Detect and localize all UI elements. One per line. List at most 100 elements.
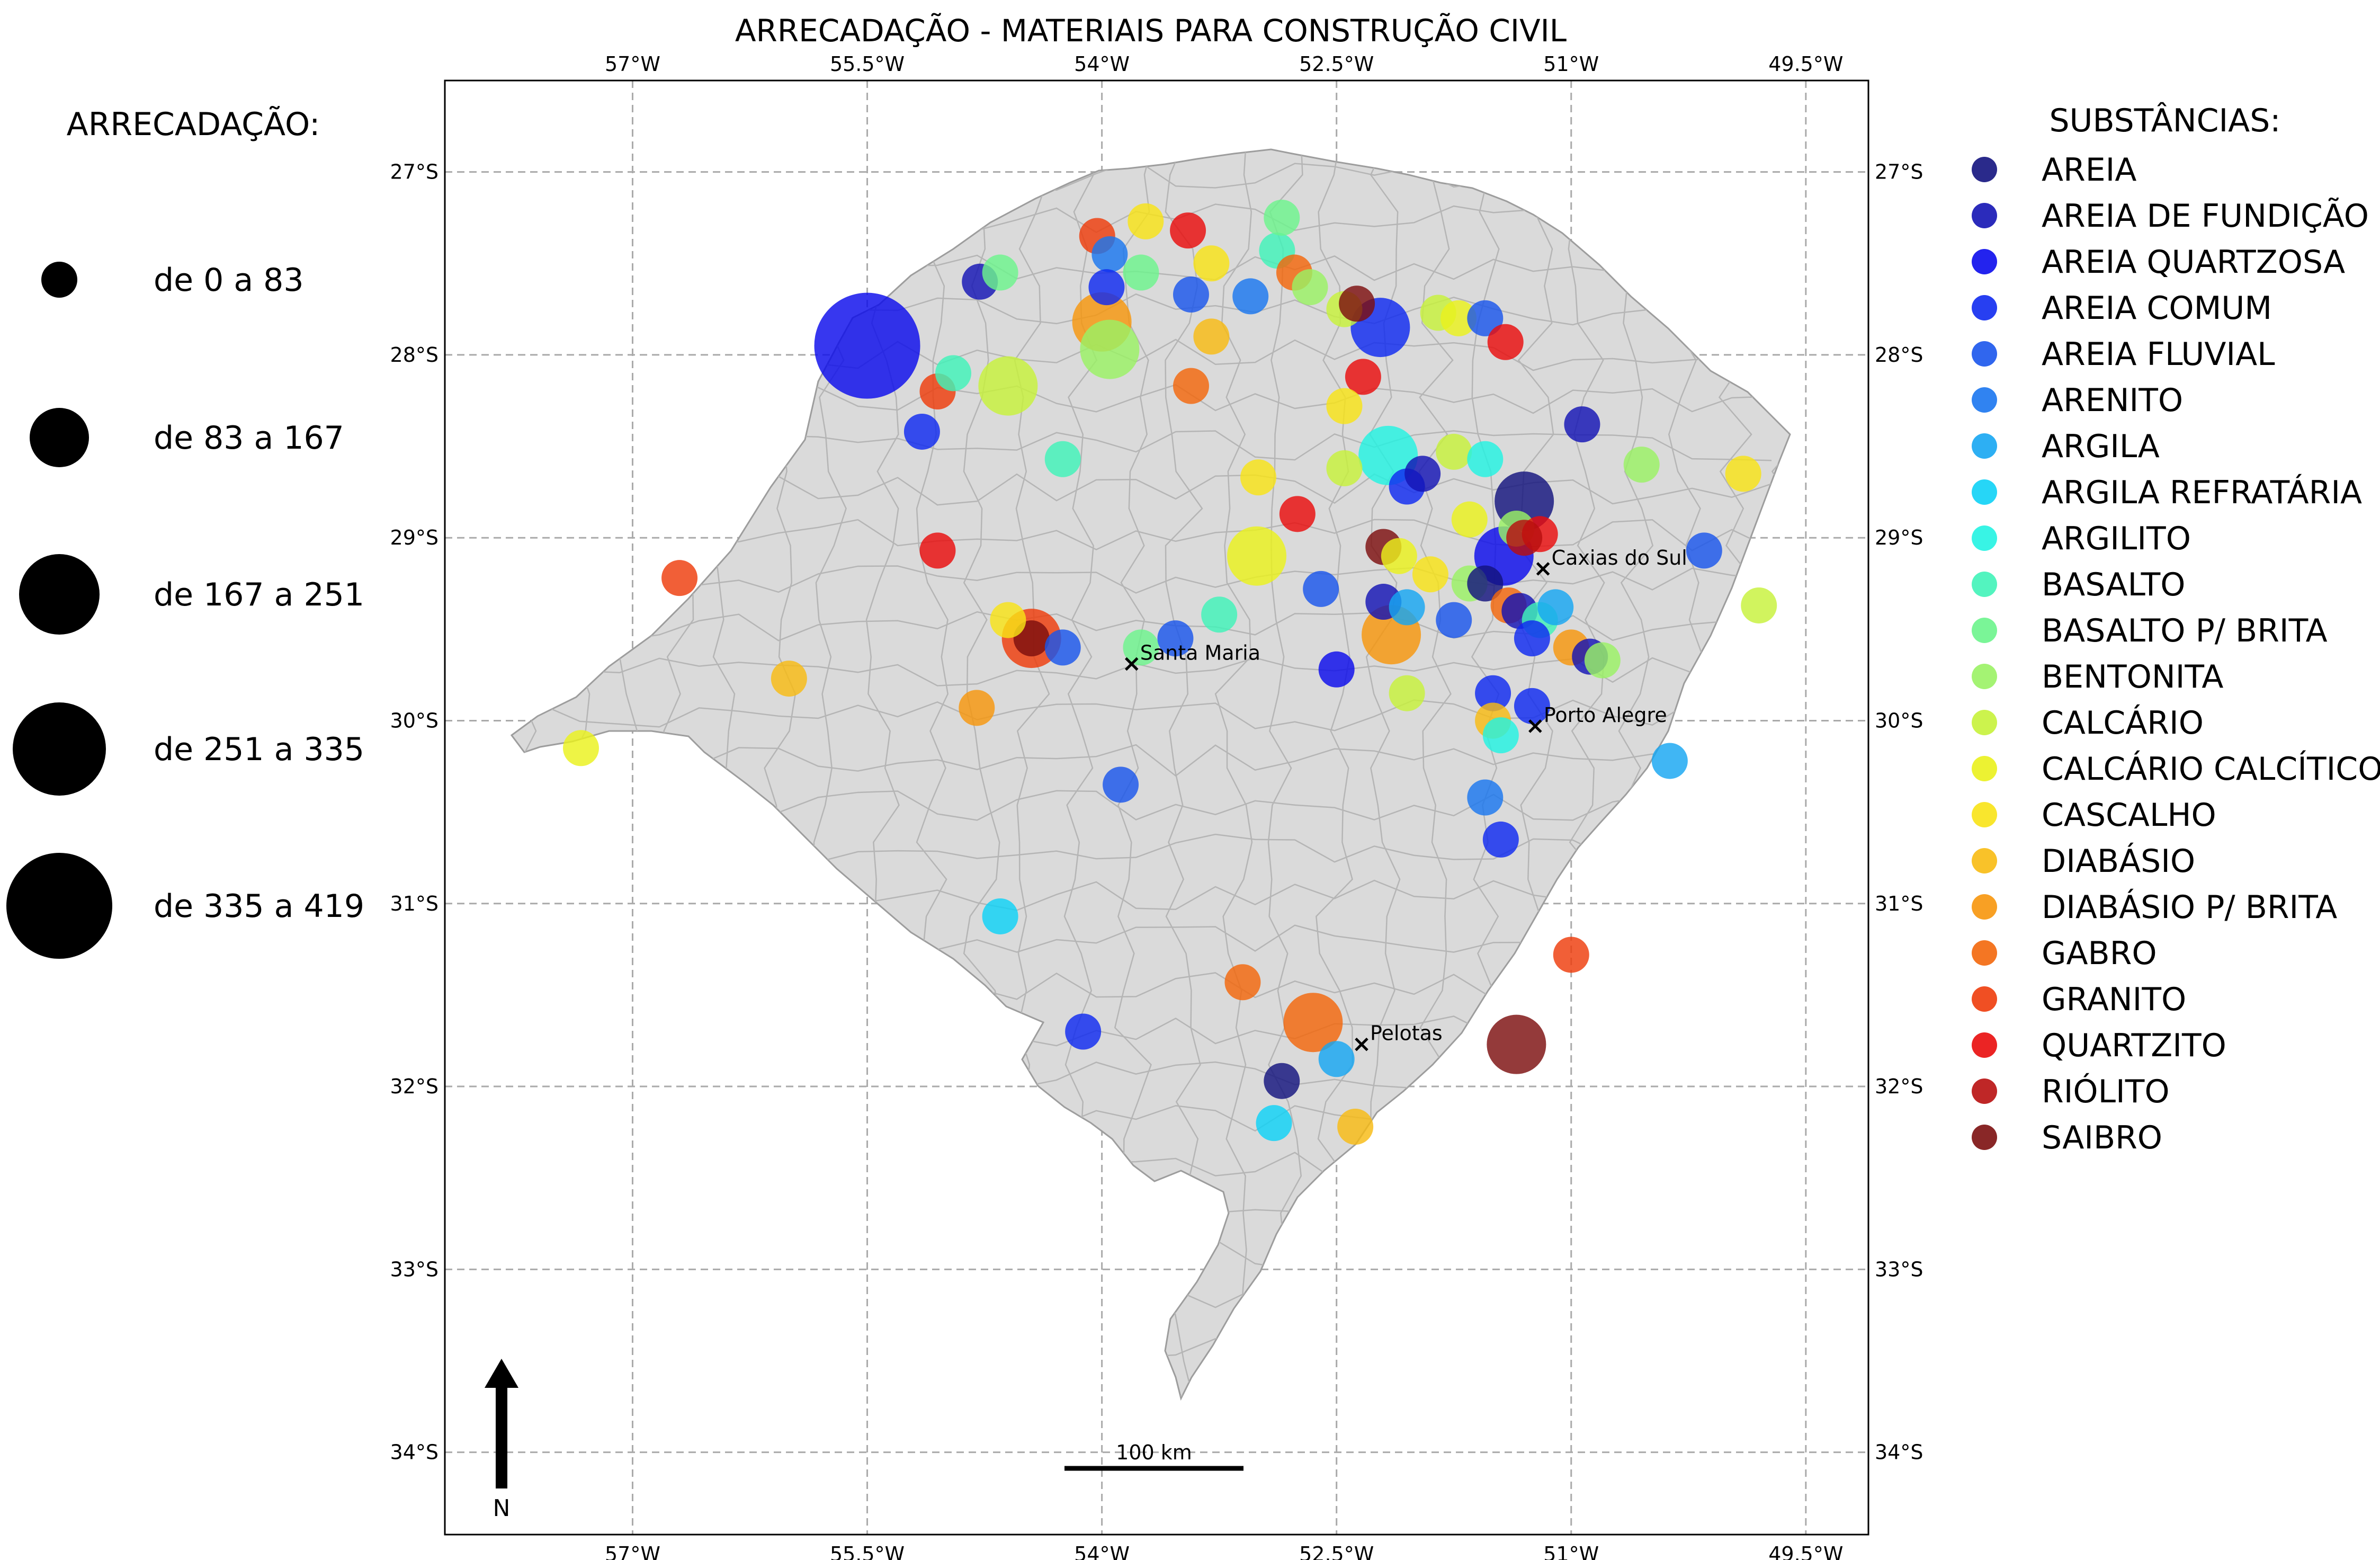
collection-point-bentonita[interactable] bbox=[1623, 447, 1660, 483]
collection-point-quartzito[interactable] bbox=[1279, 496, 1316, 532]
collection-point-fluvial[interactable] bbox=[1303, 570, 1339, 607]
collection-point-comum[interactable] bbox=[1475, 675, 1511, 711]
collection-point-cascalho[interactable] bbox=[1128, 203, 1164, 239]
municipality-boundary bbox=[512, 1194, 1772, 1226]
collection-point-argilito[interactable] bbox=[1467, 441, 1504, 477]
collection-point-gabro[interactable] bbox=[1283, 993, 1343, 1053]
substance-swatch-fundicao bbox=[1972, 203, 1997, 228]
collection-point-calcario[interactable] bbox=[1326, 450, 1363, 486]
municipality-boundary bbox=[512, 1329, 1772, 1362]
collection-point-comum[interactable] bbox=[1482, 821, 1519, 858]
collection-point-comum[interactable] bbox=[1065, 1013, 1102, 1050]
collection-point-quartzosa[interactable] bbox=[1318, 651, 1355, 688]
substance-swatch-saibro bbox=[1972, 1125, 1997, 1150]
collection-point-cascalho[interactable] bbox=[1412, 556, 1448, 593]
collection-point-refrataria[interactable] bbox=[982, 898, 1018, 934]
collection-point-comum[interactable] bbox=[1514, 620, 1550, 657]
collection-point-fluvial[interactable] bbox=[1173, 276, 1209, 313]
collection-point-riolito[interactable] bbox=[1506, 520, 1543, 556]
collection-point-argila[interactable] bbox=[1651, 743, 1688, 779]
collection-point-calcitico[interactable] bbox=[1381, 538, 1417, 574]
collection-point-basalto[interactable] bbox=[935, 355, 971, 391]
collection-point-comum[interactable] bbox=[903, 413, 940, 450]
substance-label-argilito: ARGILITO bbox=[2042, 520, 2191, 557]
substance-label-bentonita: BENTONITA bbox=[2042, 658, 2223, 696]
collection-point-brita[interactable] bbox=[1123, 629, 1159, 666]
collection-point-fluvial[interactable] bbox=[1467, 300, 1504, 336]
collection-point-granito[interactable] bbox=[1553, 937, 1589, 973]
collection-point-calcitico[interactable] bbox=[1440, 300, 1477, 336]
size-legend-label: de 167 a 251 bbox=[154, 576, 364, 613]
collection-point-saibro[interactable] bbox=[1339, 286, 1375, 322]
collection-point-cascalho[interactable] bbox=[990, 602, 1026, 638]
substance-swatch-diab_brita bbox=[1972, 894, 1997, 920]
collection-point-cascalho[interactable] bbox=[1240, 459, 1276, 496]
collection-point-gabro[interactable] bbox=[1173, 368, 1209, 404]
collection-point-bentonita[interactable] bbox=[1080, 319, 1140, 379]
collection-point-quartzosa[interactable] bbox=[814, 292, 920, 399]
collection-point-cascalho[interactable] bbox=[1725, 456, 1761, 492]
collection-point-bentonita[interactable] bbox=[1292, 269, 1328, 306]
lat-tick-left: 32°S bbox=[390, 1075, 439, 1098]
collection-point-quartzito[interactable] bbox=[919, 532, 956, 569]
collection-point-argilito[interactable] bbox=[1482, 717, 1519, 754]
collection-point-arenito[interactable] bbox=[1232, 278, 1269, 315]
collection-point-fluvial[interactable] bbox=[1157, 620, 1194, 657]
collection-point-argila[interactable] bbox=[1318, 1041, 1355, 1077]
collection-point-basalto[interactable] bbox=[1201, 596, 1238, 633]
collection-point-calcario[interactable] bbox=[978, 356, 1038, 416]
collection-point-diabasio[interactable] bbox=[1193, 318, 1230, 355]
size-legend-circle bbox=[13, 702, 106, 796]
collection-point-argila[interactable] bbox=[1389, 589, 1425, 626]
collection-point-saibro[interactable] bbox=[1487, 1014, 1546, 1074]
substance-label-comum: AREIA COMUM bbox=[2042, 290, 2272, 327]
collection-point-calcario[interactable] bbox=[1389, 675, 1425, 711]
collection-point-granito[interactable] bbox=[661, 560, 698, 596]
collection-point-brita[interactable] bbox=[982, 254, 1018, 291]
collection-point-fluvial[interactable] bbox=[1103, 766, 1139, 803]
substance-swatch-argila bbox=[1972, 433, 1997, 459]
collection-point-bentonita[interactable] bbox=[1584, 642, 1621, 679]
collection-point-arenito[interactable] bbox=[1467, 779, 1504, 816]
collection-point-quartzito[interactable] bbox=[1487, 324, 1524, 360]
collection-point-argila[interactable] bbox=[1537, 589, 1574, 626]
collection-point-fluvial[interactable] bbox=[1436, 602, 1472, 638]
substance-swatch-quartzosa bbox=[1972, 249, 1997, 274]
collection-point-comum[interactable] bbox=[1514, 688, 1550, 724]
collection-point-areia[interactable] bbox=[1264, 1063, 1300, 1099]
collection-point-calcitico[interactable] bbox=[1451, 501, 1488, 538]
lat-tick-left: 33°S bbox=[390, 1258, 439, 1281]
city-label: Santa Maria bbox=[1140, 641, 1260, 664]
substance-label-fluvial: AREIA FLUVIAL bbox=[2042, 336, 2275, 373]
collection-point-brita[interactable] bbox=[1264, 199, 1300, 236]
collection-point-brita[interactable] bbox=[1123, 254, 1159, 291]
collection-point-calcario[interactable] bbox=[1436, 433, 1472, 470]
collection-point-basalto[interactable] bbox=[1044, 441, 1081, 477]
collection-point-diab_brita[interactable] bbox=[959, 690, 995, 726]
collection-point-refrataria[interactable] bbox=[1256, 1105, 1292, 1142]
collection-point-fluvial[interactable] bbox=[1044, 629, 1081, 666]
collection-point-gabro[interactable] bbox=[1224, 964, 1261, 1001]
collection-point-comum[interactable] bbox=[1088, 269, 1125, 306]
collection-point-fundicao[interactable] bbox=[1564, 406, 1600, 443]
collection-point-diabasio[interactable] bbox=[1337, 1109, 1374, 1145]
collection-point-calcitico[interactable] bbox=[562, 730, 599, 766]
size-legend-label: de 251 a 335 bbox=[154, 731, 364, 768]
collection-point-areia[interactable] bbox=[1467, 565, 1504, 602]
municipality-boundary bbox=[611, 149, 649, 1398]
lon-tick-bottom: 55.5°W bbox=[830, 1543, 905, 1560]
size-legend-label: de 335 a 419 bbox=[154, 888, 364, 925]
collection-point-diabasio[interactable] bbox=[771, 661, 807, 697]
collection-point-arenito[interactable] bbox=[1091, 236, 1128, 273]
collection-point-cascalho[interactable] bbox=[1193, 245, 1230, 282]
collection-point-quartzito[interactable] bbox=[1170, 212, 1206, 249]
collection-point-calcario[interactable] bbox=[1741, 587, 1777, 623]
collection-point-calcitico[interactable] bbox=[1227, 526, 1287, 586]
lon-tick-bottom: 54°W bbox=[1074, 1543, 1130, 1560]
collection-point-fluvial[interactable] bbox=[1686, 532, 1722, 569]
collection-point-fundicao[interactable] bbox=[1404, 456, 1441, 492]
collection-point-quartzito[interactable] bbox=[1345, 359, 1381, 395]
substance-swatch-cascalho bbox=[1972, 802, 1997, 827]
collection-point-cascalho[interactable] bbox=[1326, 388, 1363, 424]
lon-tick-bottom: 52.5°W bbox=[1299, 1543, 1374, 1560]
